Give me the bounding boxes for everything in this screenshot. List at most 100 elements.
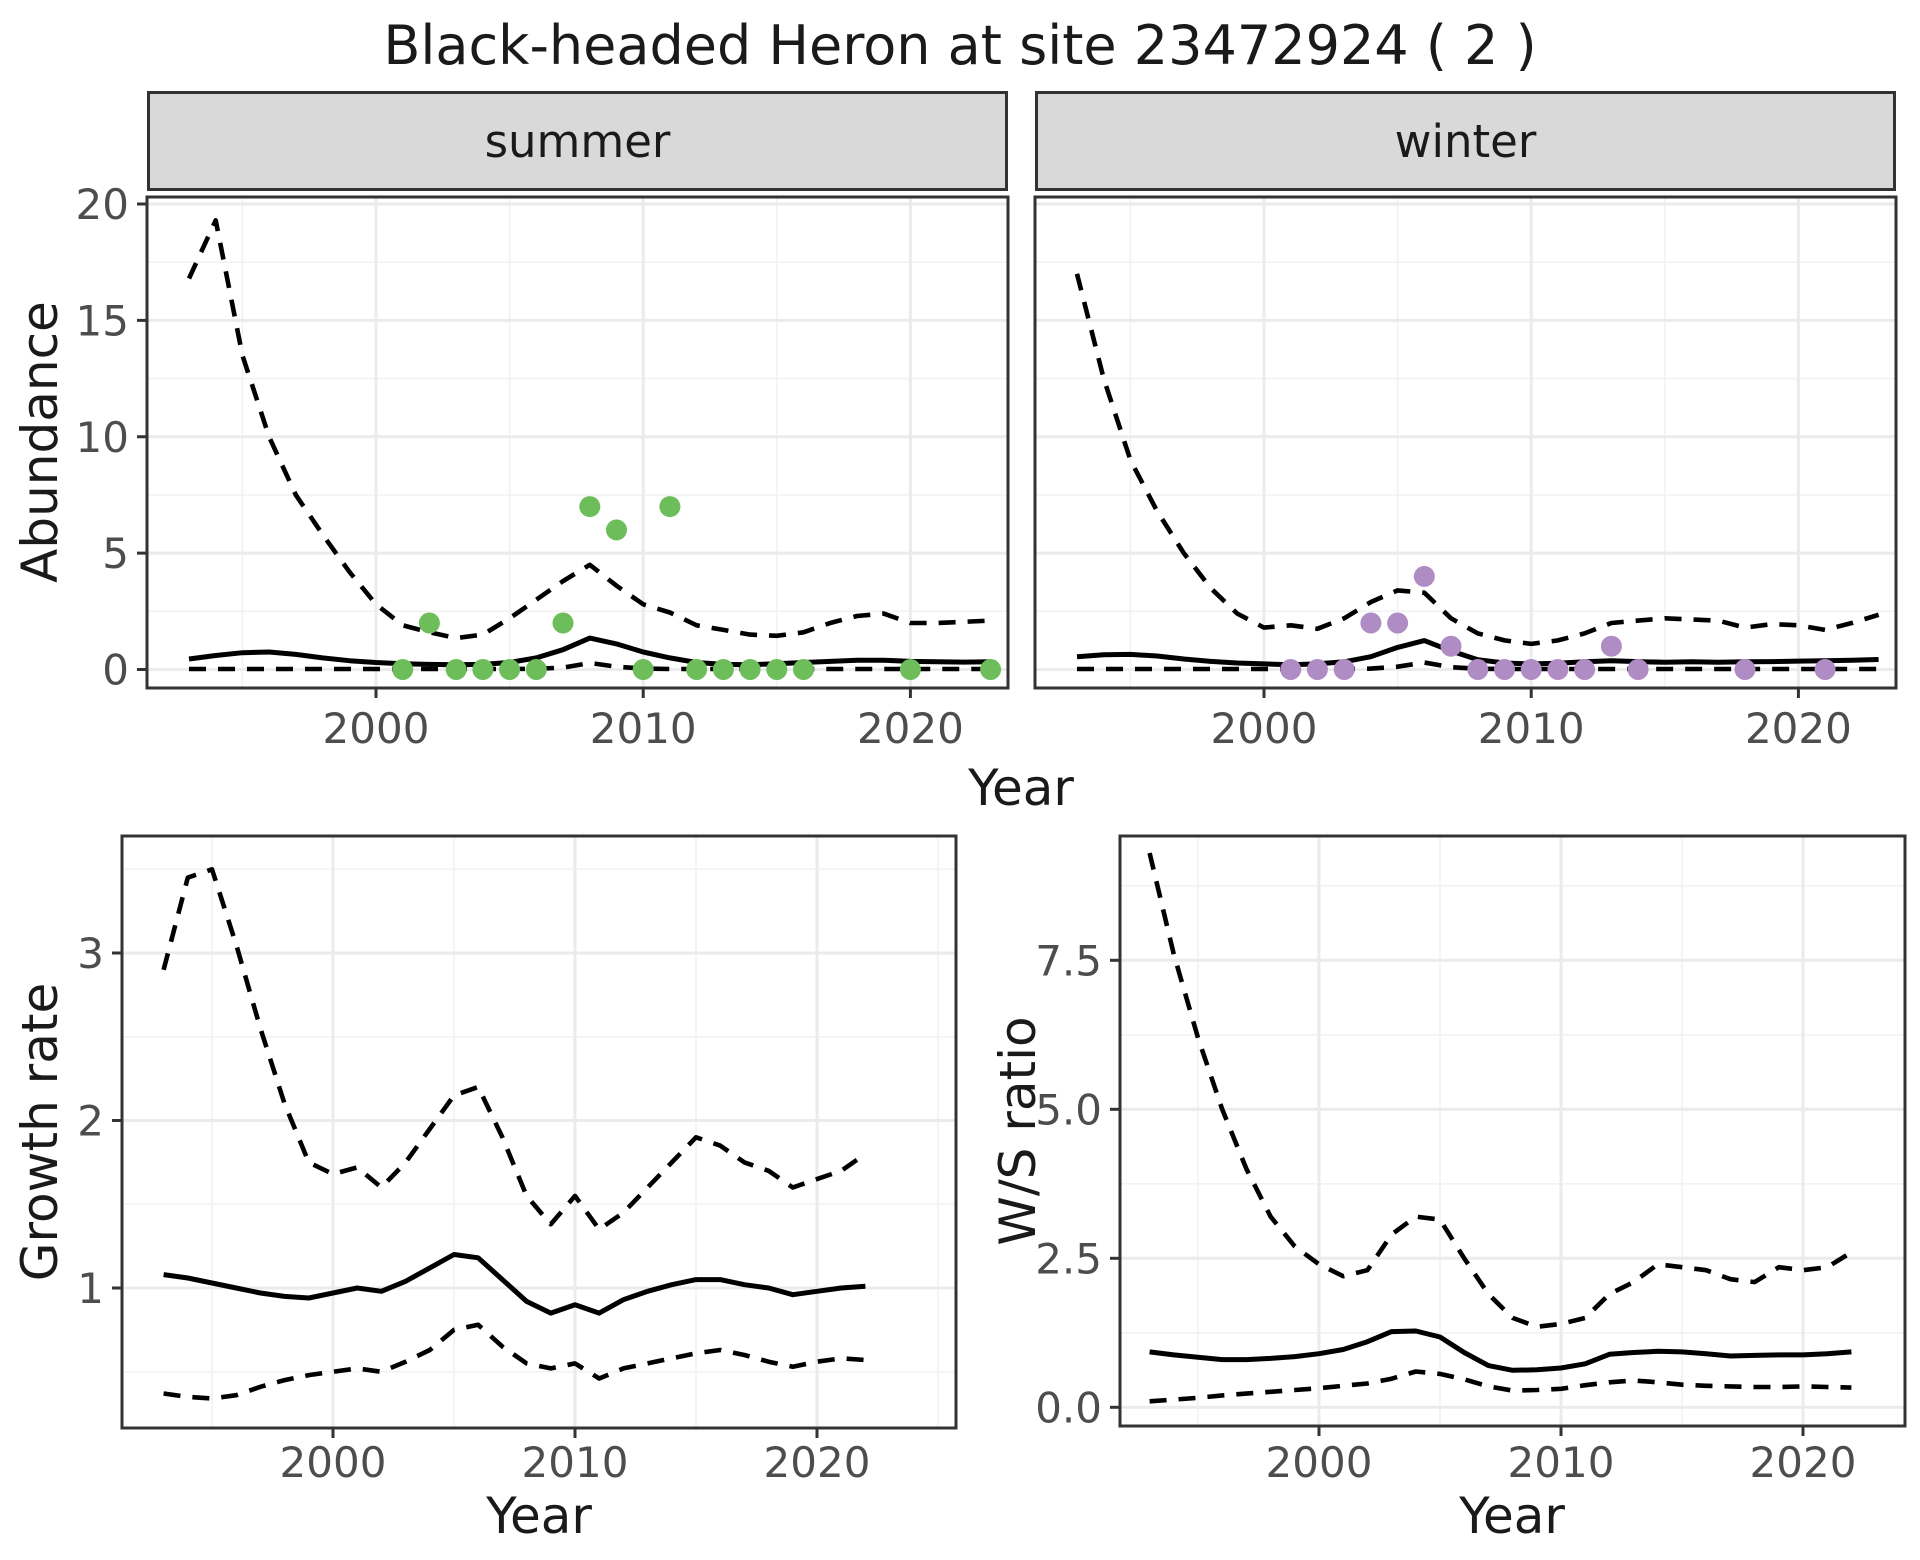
lower-ci-line <box>189 660 991 672</box>
facet-strip-winter: winter <box>1035 91 1896 191</box>
y-tick-label: 0.0 <box>1035 1383 1102 1432</box>
data-point <box>1387 612 1409 634</box>
x-tick-label: 2010 <box>522 1438 629 1487</box>
facet-strip-summer-label: summer <box>484 114 671 168</box>
data-point <box>766 659 788 680</box>
data-point <box>472 659 494 680</box>
upper-ci-line <box>1147 852 1853 1330</box>
y-axis-title-ws-ratio: W/S ratio <box>989 1016 1047 1246</box>
data-point <box>1280 659 1302 680</box>
y-tick-label: 2.5 <box>1035 1234 1102 1283</box>
y-tick-label: 15 <box>76 296 129 345</box>
data-point <box>1440 635 1462 657</box>
panel-border <box>1033 195 1898 690</box>
panel-border <box>145 195 1010 690</box>
panel-border <box>1118 834 1907 1428</box>
data-point <box>1494 659 1515 680</box>
data-point <box>659 496 681 518</box>
data-point <box>1734 659 1756 680</box>
x-tick-label: 2000 <box>280 1438 387 1487</box>
median-line <box>1149 1328 1852 1373</box>
data-point <box>1574 659 1596 680</box>
gridlines <box>147 197 1008 688</box>
y-axis-title-abundance: Abundance <box>11 301 69 583</box>
lower-ci-line <box>163 1322 866 1401</box>
data-point <box>793 659 814 680</box>
data-point <box>712 659 734 680</box>
data-point <box>418 612 440 634</box>
upper-ci-line <box>161 866 867 1232</box>
data-point <box>1814 659 1836 680</box>
data-point <box>1520 659 1542 680</box>
median-line <box>163 1252 866 1316</box>
data-point <box>980 659 1002 680</box>
data-point <box>632 659 654 680</box>
x-tick-label: 2010 <box>1478 704 1585 753</box>
x-tick-label: 2010 <box>590 704 697 753</box>
gridlines <box>122 836 956 1428</box>
upper-ci-line <box>186 218 991 641</box>
panel-border <box>120 834 958 1430</box>
x-tick-label: 2000 <box>1211 704 1318 753</box>
facet-strip-winter-label: winter <box>1394 114 1537 168</box>
data-point <box>739 659 761 680</box>
y-axis: 1 2 3 <box>77 929 122 1313</box>
y-tick-label: 3 <box>77 929 104 978</box>
facet-strip-summer: summer <box>147 91 1008 191</box>
x-axis: 2000 2010 2020 <box>280 1428 871 1487</box>
x-axis: 2000 2010 2020 <box>1266 1426 1857 1487</box>
y-axis-title-growth-rate: Growth rate <box>11 982 69 1282</box>
median-line <box>188 635 991 668</box>
y-tick-label: 5.0 <box>1035 1085 1102 1134</box>
data-point <box>1467 659 1489 680</box>
data-point <box>1360 612 1382 634</box>
x-tick-label: 2010 <box>1508 1438 1615 1487</box>
lower-ci-line <box>1149 1369 1852 1404</box>
y-tick-label: 20 <box>76 180 129 229</box>
data-point <box>1413 565 1435 587</box>
y-tick-label: 10 <box>76 413 129 462</box>
gridlines <box>1035 197 1896 688</box>
upper-ci-line <box>1074 273 1880 647</box>
panel-abundance-summer: 2000 2010 2020 0 5 10 15 20 <box>76 180 1010 753</box>
y-tick-label: 5 <box>102 529 129 578</box>
x-tick-label: 2000 <box>323 704 430 753</box>
y-axis: 0.0 2.5 5.0 7.5 <box>1035 936 1120 1432</box>
x-axis-title-year-growth: Year <box>486 1487 592 1545</box>
x-tick-label: 2020 <box>1745 704 1852 753</box>
data-point <box>1306 659 1328 680</box>
panel-growth-rate: 2000 2010 2020 1 2 3 <box>77 834 958 1487</box>
series-lines <box>161 866 867 1401</box>
data-point <box>686 659 708 680</box>
data-point <box>899 659 921 680</box>
x-tick-label: 2020 <box>857 704 964 753</box>
observation-points <box>392 496 1002 680</box>
panel-ws-ratio: 2000 2010 2020 0.0 2.5 5.0 7.5 <box>1035 834 1907 1487</box>
data-point <box>1627 659 1649 680</box>
data-point <box>579 496 601 518</box>
y-axis: 0 5 10 15 20 <box>76 180 147 695</box>
x-tick-label: 2020 <box>1750 1438 1857 1487</box>
data-point <box>1333 659 1355 680</box>
chart-title: Black-headed Heron at site 23472924 ( 2 … <box>383 14 1537 77</box>
y-tick-label: 0 <box>102 646 129 695</box>
data-point <box>445 659 467 680</box>
y-tick-label: 1 <box>77 1264 104 1313</box>
data-point <box>1547 659 1569 680</box>
x-axis: 2000 2010 2020 <box>1211 688 1852 753</box>
series-lines <box>186 218 991 672</box>
data-point <box>552 612 574 634</box>
series-lines <box>1147 852 1853 1404</box>
x-tick-label: 2020 <box>764 1438 871 1487</box>
data-point <box>606 519 627 541</box>
x-tick-label: 2000 <box>1266 1438 1373 1487</box>
series-lines <box>1074 273 1880 672</box>
data-point <box>392 659 414 680</box>
x-axis-title-year-top: Year <box>968 759 1074 817</box>
x-axis-title-year-ws: Year <box>1459 1487 1565 1545</box>
observation-points <box>1280 565 1836 680</box>
data-point <box>1600 635 1622 657</box>
data-point <box>499 659 521 680</box>
